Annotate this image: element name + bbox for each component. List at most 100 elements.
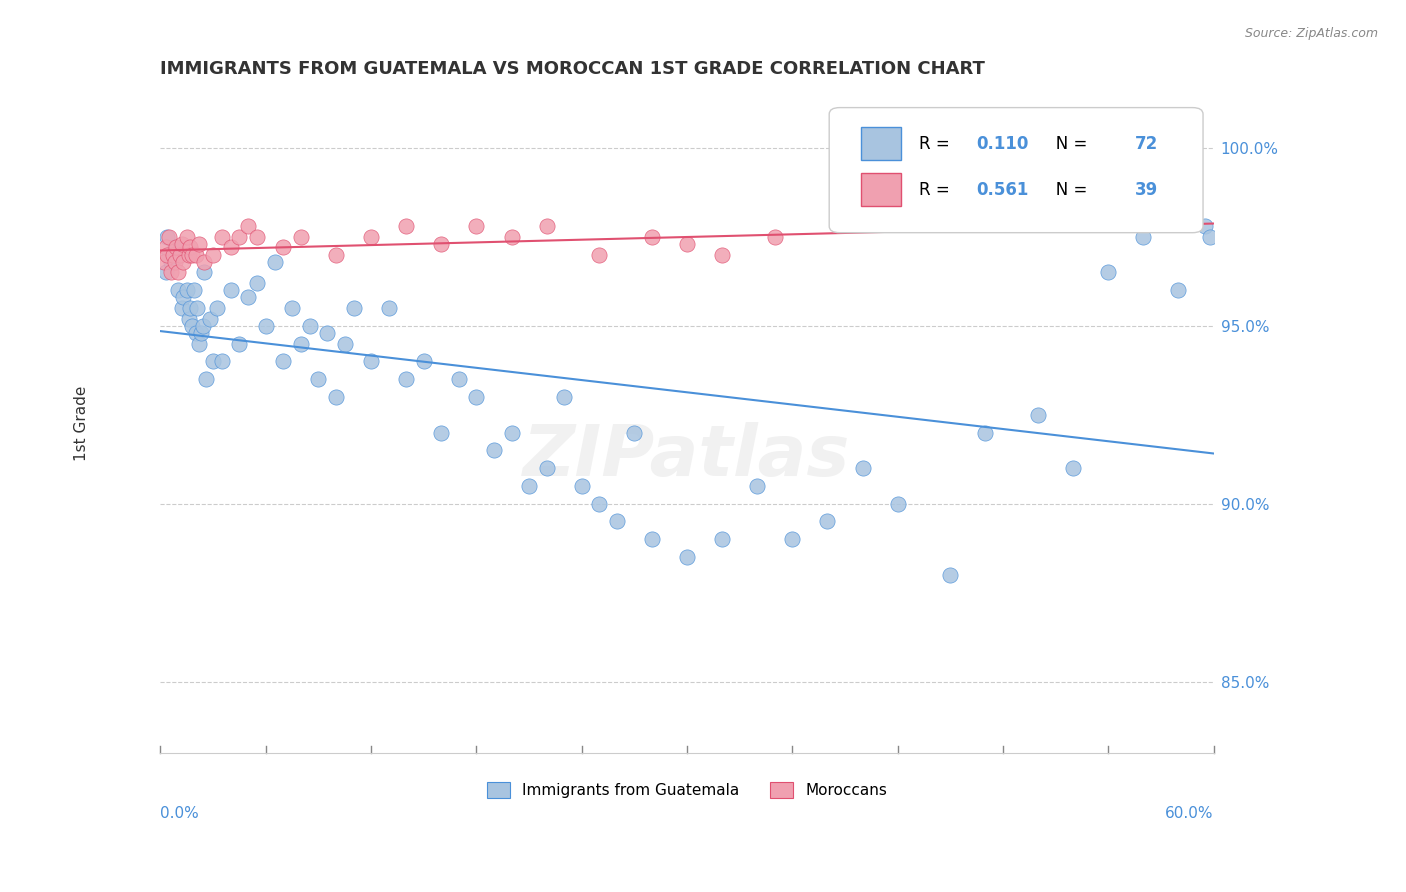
- Point: [170, 236, 193, 251]
- Point: [190, 326, 212, 340]
- Point: [238, 219, 260, 233]
- Point: [211, 229, 233, 244]
- Point: [290, 229, 312, 244]
- Point: [1194, 219, 1216, 233]
- Point: [246, 229, 269, 244]
- Point: [939, 567, 962, 582]
- Point: [181, 318, 204, 333]
- Text: R =: R =: [918, 181, 955, 199]
- Point: [588, 497, 610, 511]
- Point: [183, 283, 205, 297]
- Point: [181, 247, 204, 261]
- Point: [465, 219, 488, 233]
- Point: [177, 311, 200, 326]
- Point: [172, 290, 194, 304]
- Point: [501, 229, 523, 244]
- Point: [172, 254, 194, 268]
- Point: [188, 236, 211, 251]
- Point: [228, 336, 250, 351]
- Point: [641, 229, 664, 244]
- Point: [974, 425, 997, 440]
- Legend: Immigrants from Guatemala, Moroccans: Immigrants from Guatemala, Moroccans: [481, 776, 893, 805]
- Text: IMMIGRANTS FROM GUATEMALA VS MOROCCAN 1ST GRADE CORRELATION CHART: IMMIGRANTS FROM GUATEMALA VS MOROCCAN 1S…: [160, 60, 986, 78]
- Point: [153, 254, 176, 268]
- Point: [195, 372, 218, 386]
- Point: [641, 533, 664, 547]
- Point: [184, 326, 207, 340]
- Point: [1062, 461, 1084, 475]
- Point: [395, 219, 418, 233]
- Point: [412, 354, 434, 368]
- Point: [711, 533, 734, 547]
- Point: [430, 425, 453, 440]
- Point: [184, 247, 207, 261]
- Point: [156, 229, 179, 244]
- Point: [263, 254, 285, 268]
- Point: [281, 301, 304, 315]
- Point: [163, 240, 186, 254]
- Point: [316, 326, 339, 340]
- Point: [623, 425, 645, 440]
- Point: [1097, 265, 1119, 279]
- Point: [1026, 408, 1049, 422]
- Text: N =: N =: [1040, 181, 1092, 199]
- Point: [517, 479, 540, 493]
- Text: 1st Grade: 1st Grade: [75, 386, 89, 461]
- Point: [202, 247, 225, 261]
- Text: ZIPatlas: ZIPatlas: [523, 422, 851, 491]
- Point: [156, 247, 179, 261]
- Text: R =: R =: [918, 135, 955, 153]
- Point: [155, 265, 177, 279]
- Point: [298, 318, 321, 333]
- Point: [177, 247, 200, 261]
- Point: [198, 311, 221, 326]
- Point: [211, 354, 233, 368]
- Point: [325, 247, 347, 261]
- Point: [1167, 283, 1189, 297]
- Point: [219, 283, 242, 297]
- Point: [160, 265, 183, 279]
- Point: [536, 461, 558, 475]
- Point: [179, 301, 201, 315]
- Point: [377, 301, 399, 315]
- Text: 39: 39: [1135, 181, 1159, 199]
- Point: [162, 247, 184, 261]
- Point: [188, 336, 211, 351]
- Point: [588, 247, 610, 261]
- Point: [167, 283, 190, 297]
- Point: [219, 240, 242, 254]
- Point: [157, 229, 180, 244]
- Point: [465, 390, 488, 404]
- Point: [886, 497, 908, 511]
- Point: [1199, 229, 1222, 244]
- Point: [191, 318, 214, 333]
- Point: [307, 372, 329, 386]
- Point: [763, 229, 786, 244]
- Point: [430, 236, 453, 251]
- Point: [176, 283, 198, 297]
- Bar: [860, 128, 901, 161]
- Point: [179, 240, 201, 254]
- Point: [176, 229, 198, 244]
- Point: [228, 229, 250, 244]
- Point: [167, 265, 190, 279]
- Point: [395, 372, 418, 386]
- Point: [254, 318, 277, 333]
- Point: [273, 240, 295, 254]
- Point: [193, 254, 215, 268]
- Point: [482, 443, 505, 458]
- Point: [553, 390, 575, 404]
- Point: [1132, 229, 1154, 244]
- Point: [202, 354, 225, 368]
- Point: [169, 247, 191, 261]
- Point: [157, 247, 180, 261]
- FancyBboxPatch shape: [830, 108, 1204, 233]
- Point: [747, 479, 769, 493]
- Point: [290, 336, 312, 351]
- Point: [501, 425, 523, 440]
- Point: [155, 240, 177, 254]
- Point: [246, 276, 269, 290]
- Text: 60.0%: 60.0%: [1166, 806, 1213, 822]
- Point: [186, 301, 208, 315]
- Point: [170, 301, 193, 315]
